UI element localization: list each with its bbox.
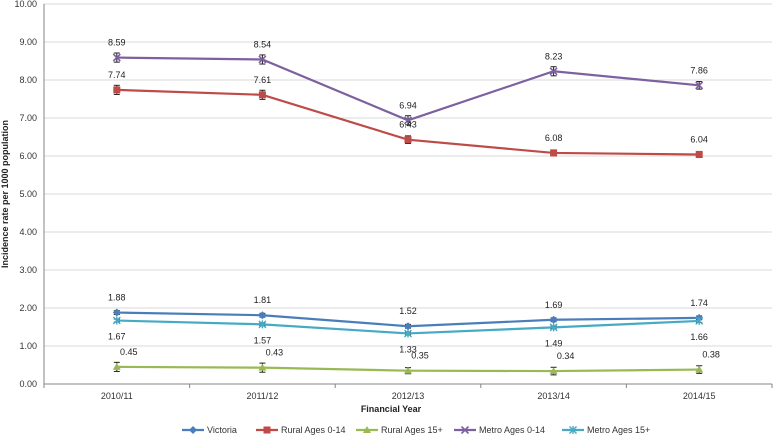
data-point xyxy=(549,67,558,76)
legend-label: Victoria xyxy=(207,425,237,435)
data-label: 1.57 xyxy=(254,335,272,345)
y-tick-label: 4.00 xyxy=(19,227,37,237)
data-point xyxy=(112,362,121,370)
data-label: 1.33 xyxy=(399,344,417,354)
x-axis: 2010/11 2011/12 2012/13 2013/14 2014/15 xyxy=(43,4,773,401)
legend-item-rural-ages-0-14: Rural Ages 0-14 xyxy=(256,425,346,435)
data-label: 7.61 xyxy=(254,75,272,85)
legend-label: Metro Ages 0-14 xyxy=(479,425,545,435)
data-point xyxy=(112,316,121,325)
x-tick-label: 2012/13 xyxy=(392,391,425,401)
data-point xyxy=(403,116,413,125)
legend-marker xyxy=(363,426,371,433)
y-tick-label: 2.00 xyxy=(19,303,37,313)
x-tick-label: 2010/11 xyxy=(101,391,133,401)
y-tick-label: 9.00 xyxy=(19,37,37,47)
legend-label: Metro Ages 15+ xyxy=(587,425,650,435)
legend-item-victoria: Victoria xyxy=(182,425,237,435)
data-label: 6.04 xyxy=(690,134,708,144)
data-series xyxy=(112,52,704,376)
series-metro-ages-15- xyxy=(112,316,704,338)
y-tick-label: 6.00 xyxy=(19,151,37,161)
data-point xyxy=(549,367,558,375)
y-tick-label: 1.00 xyxy=(19,341,37,351)
legend-item-metro-ages-15-: Metro Ages 15+ xyxy=(562,425,650,435)
data-point xyxy=(258,91,266,99)
data-label: 0.43 xyxy=(266,348,284,358)
data-point xyxy=(695,81,704,90)
data-label: 1.52 xyxy=(399,306,417,316)
data-label: 8.23 xyxy=(545,51,563,61)
data-label: 1.49 xyxy=(545,338,563,348)
data-label: 1.69 xyxy=(545,300,563,310)
series-rural-ages-0-14 xyxy=(113,84,703,159)
series-rural-ages-15- xyxy=(112,361,704,376)
data-label: 6.08 xyxy=(545,133,563,143)
y-tick-label: 5.00 xyxy=(19,189,37,199)
data-labels: 1.88 1.81 1.52 1.69 1.74 7.74 7.61 6.43 6.08 6.04… xyxy=(108,38,720,361)
data-point xyxy=(404,329,412,338)
data-label: 7.86 xyxy=(690,65,708,75)
legend-marker xyxy=(460,425,470,435)
data-point xyxy=(404,366,412,374)
data-point xyxy=(112,53,121,62)
data-point xyxy=(404,322,412,331)
legend-marker xyxy=(569,426,577,434)
series-metro-ages-0-14 xyxy=(112,52,704,126)
y-tick-label: 3.00 xyxy=(19,265,37,275)
data-label: 6.43 xyxy=(399,120,417,130)
data-point xyxy=(695,365,704,373)
data-label: 0.34 xyxy=(557,351,575,361)
x-axis-title: Financial Year xyxy=(361,404,422,414)
data-point xyxy=(549,323,558,332)
legend-item-metro-ages-0-14: Metro Ages 0-14 xyxy=(454,425,545,435)
y-tick-label: 8.00 xyxy=(19,75,37,85)
data-point xyxy=(404,136,412,144)
data-point xyxy=(695,150,703,158)
x-tick-label: 2011/12 xyxy=(246,391,278,401)
legend-item-rural-ages-15-: Rural Ages 15+ xyxy=(356,425,443,435)
data-label: 7.74 xyxy=(108,70,126,80)
y-tick-label: 7.00 xyxy=(19,113,37,123)
legend-label: Rural Ages 0-14 xyxy=(281,425,346,435)
legend-label: Rural Ages 15+ xyxy=(381,425,443,435)
y-tick-label: 0.00 xyxy=(19,379,37,389)
data-label: 0.35 xyxy=(411,351,429,361)
data-point xyxy=(549,315,558,324)
data-label: 8.59 xyxy=(108,38,126,48)
data-point xyxy=(695,316,704,325)
data-label: 1.88 xyxy=(108,293,126,303)
legend-marker xyxy=(263,426,271,434)
data-label: 0.45 xyxy=(120,347,138,357)
data-label: 1.66 xyxy=(690,332,708,342)
data-point xyxy=(550,149,558,157)
series-line-metro-ages-0-14 xyxy=(116,56,700,122)
data-label: 1.74 xyxy=(690,298,708,308)
data-point xyxy=(113,86,121,94)
gridlines xyxy=(44,3,772,347)
x-tick-label: 2014/15 xyxy=(683,391,716,401)
legend-marker xyxy=(189,426,197,434)
y-tick-label: 10.00 xyxy=(14,0,37,9)
data-point xyxy=(112,308,121,317)
y-axis-ticks: 0.00 1.00 2.00 3.00 4.00 5.00 6.00 7.00 8.00 9.00… xyxy=(14,0,37,389)
data-point xyxy=(258,55,267,64)
data-point xyxy=(258,320,267,329)
legend: Victoria Rural Ages 0-14 Rural Ages 15+ Met… xyxy=(182,425,650,435)
y-axis-title: Incidence rate per 1000 population xyxy=(0,120,10,268)
data-point xyxy=(258,311,267,320)
data-label: 6.94 xyxy=(399,100,417,110)
x-tick-label: 2013/14 xyxy=(537,391,570,401)
data-label: 1.81 xyxy=(254,295,272,305)
data-label: 0.38 xyxy=(702,350,720,360)
data-label: 8.54 xyxy=(254,39,272,49)
data-label: 1.67 xyxy=(108,332,126,342)
data-point xyxy=(258,363,267,371)
